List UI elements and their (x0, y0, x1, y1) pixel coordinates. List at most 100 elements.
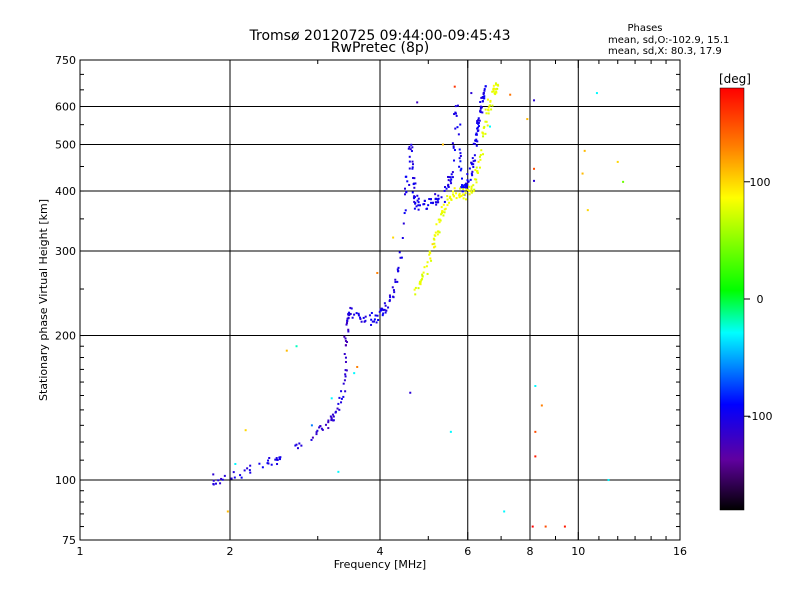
data-point (239, 474, 242, 477)
data-point (267, 462, 270, 465)
data-point (485, 120, 488, 123)
data-point (475, 170, 478, 173)
data-point (332, 419, 335, 422)
data-point (474, 139, 477, 142)
data-point (475, 181, 478, 184)
data-point (412, 176, 415, 179)
data-point (459, 169, 462, 172)
data-point (458, 192, 461, 195)
x-tick-label: 8 (527, 545, 534, 558)
data-point (327, 427, 330, 430)
data-point (469, 178, 472, 181)
data-point (450, 173, 453, 176)
data-point (423, 199, 426, 202)
data-point (437, 218, 440, 221)
data-point (440, 211, 443, 214)
data-point (484, 85, 487, 88)
data-point (344, 339, 347, 342)
data-point (357, 312, 360, 315)
x-tick-label: 2 (227, 545, 234, 558)
data-point (496, 87, 499, 90)
data-point (296, 447, 299, 450)
phases-line-o: mean, sd,O:-102.9, 15.1 (608, 35, 729, 46)
data-point (471, 174, 474, 177)
data-point (492, 84, 495, 87)
x-tick-label: 4 (377, 545, 384, 558)
data-point (472, 184, 475, 187)
data-point (475, 144, 478, 147)
data-point (318, 426, 321, 429)
data-point (416, 194, 419, 197)
data-point (476, 122, 479, 124)
data-point (408, 183, 411, 186)
data-point (489, 104, 492, 107)
data-point (387, 306, 390, 309)
data-point (393, 291, 396, 294)
data-point (240, 476, 243, 479)
data-point (461, 186, 464, 189)
data-point (453, 113, 456, 116)
data-point (344, 337, 347, 340)
data-point (428, 198, 431, 201)
data-point (300, 444, 303, 447)
data-point (464, 183, 467, 186)
colorbar-tick-label: 100 (750, 176, 771, 189)
data-point (481, 100, 484, 103)
data-point (423, 266, 426, 269)
data-point (479, 158, 482, 161)
data-point (479, 111, 482, 114)
data-point (440, 196, 443, 199)
data-point (396, 268, 399, 271)
data-point (489, 99, 492, 102)
data-point (440, 213, 443, 216)
data-point (347, 330, 350, 333)
data-point (315, 431, 318, 434)
data-point (452, 193, 455, 196)
data-point (453, 187, 456, 190)
data-point (483, 125, 486, 128)
data-point (376, 271, 379, 274)
data-point (462, 197, 465, 200)
data-point (340, 397, 343, 400)
data-point (447, 175, 450, 178)
data-point (346, 317, 349, 320)
data-point (459, 160, 462, 163)
data-point (483, 88, 486, 91)
data-point (468, 167, 471, 170)
data-point (371, 320, 374, 323)
chart-subtitle: RwPretec (8p) (331, 40, 429, 56)
data-point (436, 201, 439, 204)
data-point (472, 190, 475, 193)
data-point (347, 313, 350, 316)
data-point (482, 127, 485, 130)
data-point (471, 157, 474, 160)
data-point (355, 312, 358, 315)
y-tick-label: 750 (55, 54, 76, 67)
data-point (327, 421, 330, 424)
data-point (477, 129, 480, 132)
data-point (330, 397, 333, 400)
colorbar-label: [deg] (719, 72, 751, 86)
data-point (447, 179, 450, 182)
data-point (410, 150, 413, 153)
data-point (470, 92, 473, 95)
data-point (447, 184, 449, 187)
data-point (449, 430, 452, 433)
data-point (344, 369, 347, 372)
data-point (461, 190, 464, 193)
data-point (268, 457, 271, 459)
data-point (449, 180, 452, 183)
data-point (482, 132, 485, 135)
data-point (337, 402, 340, 405)
data-point (474, 169, 477, 172)
data-point (278, 458, 281, 461)
data-point (470, 187, 473, 190)
data-point (413, 186, 416, 189)
data-point (431, 202, 434, 205)
data-point (346, 321, 348, 324)
data-point (226, 510, 229, 513)
data-point (483, 95, 486, 98)
data-point (485, 112, 488, 115)
data-point (455, 197, 458, 200)
